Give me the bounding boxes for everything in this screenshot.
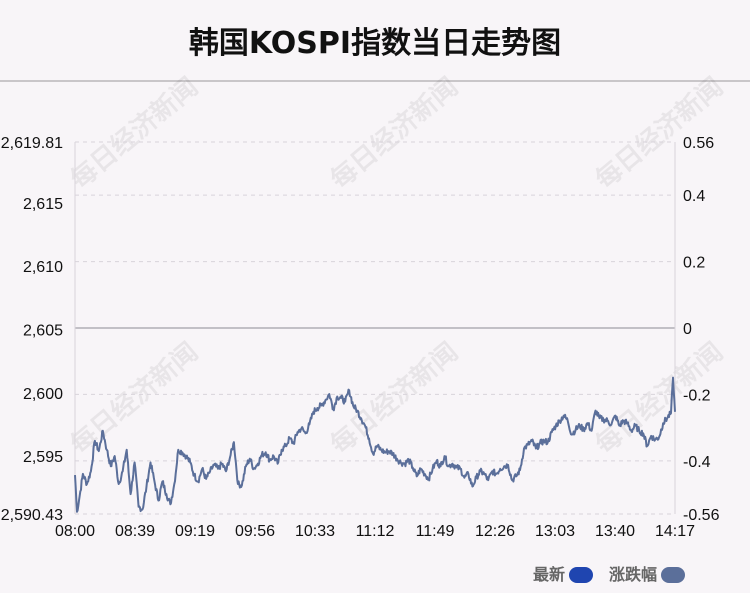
watermark-text: 每日经济新闻 [590,71,729,195]
y-right-tick-label: 0.56 [683,135,714,152]
y-left-tick-label: 2,610 [23,259,63,276]
x-tick-label: 09:56 [235,523,275,540]
y-right-tick-label: -0.2 [683,387,711,404]
axis-frame [74,142,676,514]
legend: 最新 涨跌幅 [533,565,685,584]
y-left-tick-label: 2,590.43 [1,507,63,524]
y-right-tick-label: 0.2 [683,255,705,272]
x-tick-label: 08:00 [55,523,95,540]
watermark-text: 每日经济新闻 [65,71,204,195]
x-tick-label: 10:33 [295,523,335,540]
x-tick-label: 13:40 [595,523,635,540]
y-right-tick-label: 0 [683,321,692,338]
x-tick-label: 12:26 [475,523,515,540]
x-tick-label: 11:49 [416,523,455,540]
series-layer [74,376,676,513]
watermark-layer: 每日经济新闻 每日经济新闻 每日经济新闻 每日经济新闻 每日经济新闻 每日经济新… [65,71,729,460]
x-tick-label: 14:17 [655,523,695,540]
x-tick-label: 11:12 [356,523,395,540]
watermark-text: 每日经济新闻 [325,71,464,195]
y-left-tick-label: 2,619.81 [1,135,63,152]
x-tick-label: 13:03 [535,523,575,540]
x-axis: 08:00 08:39 09:19 09:56 10:33 11:12 11:49 12:26… [55,523,695,540]
y-axis-left: 2,619.81 2,615 2,610 2,605 2,600 2,595 2,590.4… [1,135,63,524]
chart-title: 韩国KOSPI指数当日走势图 [188,26,562,61]
y-left-tick-label: 2,595 [23,449,63,466]
y-right-tick-label: -0.56 [683,507,720,524]
legend-change-swatch [661,567,685,583]
y-left-tick-label: 2,605 [23,323,63,340]
series-line-latest [74,376,676,513]
title-divider [0,80,750,82]
x-tick-label: 08:39 [115,523,155,540]
y-left-tick-label: 2,600 [23,386,63,403]
y-right-tick-label: 0.4 [683,188,705,205]
legend-latest-swatch [569,567,593,583]
grid-lines [75,141,675,515]
watermark-text: 每日经济新闻 [65,336,204,460]
x-tick-label: 09:19 [175,523,215,540]
y-right-tick-label: -0.4 [683,454,711,471]
y-left-tick-label: 2,615 [23,196,63,213]
legend-latest-label: 最新 [533,565,565,584]
legend-change-label: 涨跌幅 [609,565,657,584]
y-axis-right: 0.56 0.4 0.2 0 -0.2 -0.4 -0.56 [683,135,720,524]
